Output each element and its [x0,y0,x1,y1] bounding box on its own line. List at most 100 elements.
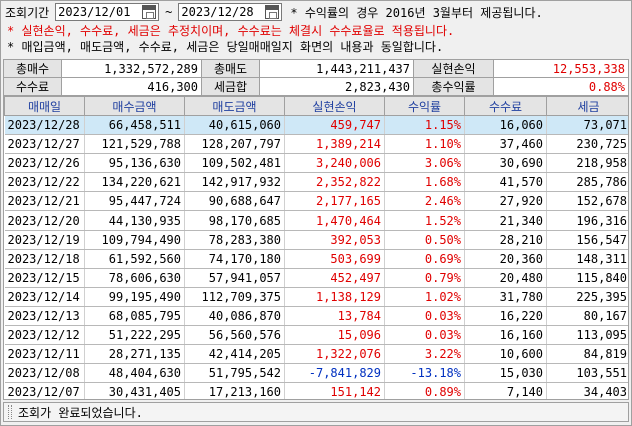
cell-rate: -13.18% [384,363,465,384]
cell-buy: 78,606,630 [84,268,185,288]
cell-tax: 103,551 [546,363,628,384]
cell-date: 2023/12/15 [4,268,85,288]
header-tax[interactable]: 세금 [546,96,628,116]
sell-total-value: 1,443,211,437 [259,59,414,78]
table-row[interactable]: 2023/12/21 95,447,724 90,688,647 2,177,165 2… [4,191,628,212]
cell-fee: 28,210 [464,230,547,250]
header-rate[interactable]: 수익률 [384,96,465,116]
cell-buy: 66,458,511 [84,115,185,136]
yield-note: * 수익률의 경우 2016년 3월부터 제공됩니다. [290,5,543,20]
table-row[interactable]: 2023/12/11 28,271,135 42,414,205 1,322,076 3… [4,344,628,365]
table-row[interactable]: 2023/12/07 30,431,405 17,213,160 151,142 0.8… [4,382,628,399]
cell-pnl: 1,138,129 [284,287,385,307]
cell-date: 2023/12/13 [4,306,85,327]
table-row[interactable]: 2023/12/26 95,136,630 109,502,481 3,240,006… [4,153,628,174]
table-row[interactable]: 2023/12/14 99,195,490 112,709,375 1,138,129… [4,287,628,307]
table-row[interactable]: 2023/12/27 121,529,788 128,207,797 1,389,21… [4,134,628,155]
table-row[interactable]: 2023/12/08 48,404,630 51,795,542 -7,841,829… [4,363,628,384]
cell-fee: 7,140 [464,382,547,399]
cell-date: 2023/12/08 [4,363,85,384]
cell-tax: 113,095 [546,325,628,346]
table-row[interactable]: 2023/12/28 66,458,511 40,615,060 459,747 1.1… [4,115,628,136]
period-label: 조회기간 [5,5,50,20]
cell-rate: 3.06% [384,153,465,174]
cell-buy: 48,404,630 [84,363,185,384]
grip-icon [8,405,12,419]
cell-sell: 40,086,870 [184,306,285,327]
cell-sell: 51,795,542 [184,363,285,384]
cell-pnl: -7,841,829 [284,363,385,384]
cell-fee: 21,340 [464,210,547,231]
sell-total-label: 총매도 [201,59,260,78]
cell-pnl: 392,053 [284,230,385,250]
cell-date: 2023/12/27 [4,134,85,155]
table-row[interactable]: 2023/12/15 78,606,630 57,941,057 452,497 0.7… [4,268,628,288]
calendar-icon[interactable] [265,5,280,19]
realized-value: 12,553,338 [493,59,629,78]
same-as-daily-note: * 매입금액, 매도금액, 수수료, 세금은 당일매매일지 화면의 내용과 동일… [7,40,444,54]
cell-tax: 285,786 [546,172,628,193]
cell-fee: 16,160 [464,325,547,346]
cell-fee: 16,220 [464,306,547,327]
cell-date: 2023/12/28 [4,115,85,136]
cell-buy: 68,085,795 [84,306,185,327]
cell-fee: 15,030 [464,363,547,384]
cell-date: 2023/12/21 [4,191,85,212]
cell-buy: 121,529,788 [84,134,185,155]
cell-pnl: 1,322,076 [284,344,385,365]
header-pnl[interactable]: 실현손익 [284,96,385,116]
cell-buy: 109,794,490 [84,230,185,250]
header-buy[interactable]: 매수금액 [84,96,185,116]
cell-date: 2023/12/12 [4,325,85,346]
cell-pnl: 1,389,214 [284,134,385,155]
table-row[interactable]: 2023/12/12 51,222,295 56,560,576 15,096 0.03… [4,325,628,346]
header-sell[interactable]: 매도금액 [184,96,285,116]
summary-table: 총매수 1,332,572,289 총매도 1,443,211,437 실현손익… [3,59,629,96]
cell-tax: 34,403 [546,382,628,399]
table-row[interactable]: 2023/12/19 109,794,490 78,283,380 392,053 0.… [4,230,628,250]
status-bar: 조회가 완료되었습니다. [3,402,629,422]
filter-bar: 조회기간 2023/12/01 ~ 2023/12/28 * 수익률의 경우 2… [5,3,543,21]
header-date[interactable]: 매매일 [4,96,85,116]
cell-sell: 142,917,932 [184,172,285,193]
cell-sell: 128,207,797 [184,134,285,155]
calendar-icon[interactable] [142,5,157,19]
cell-buy: 99,195,490 [84,287,185,307]
cell-fee: 16,060 [464,115,547,136]
end-date-input[interactable]: 2023/12/28 [178,3,283,21]
cell-tax: 156,547 [546,230,628,250]
cell-sell: 17,213,160 [184,382,285,399]
cell-tax: 152,678 [546,191,628,212]
cell-rate: 0.50% [384,230,465,250]
table-row[interactable]: 2023/12/13 68,085,795 40,086,870 13,784 0.03… [4,306,628,327]
cell-date: 2023/12/14 [4,287,85,307]
cell-pnl: 13,784 [284,306,385,327]
cell-tax: 115,840 [546,268,628,288]
cell-sell: 112,709,375 [184,287,285,307]
cell-pnl: 151,142 [284,382,385,399]
cell-tax: 80,167 [546,306,628,327]
cell-pnl: 2,352,822 [284,172,385,193]
cell-fee: 20,480 [464,268,547,288]
table-row[interactable]: 2023/12/18 61,592,560 74,170,180 503,699 0.6… [4,249,628,269]
cell-rate: 1.15% [384,115,465,136]
cell-date: 2023/12/22 [4,172,85,193]
cell-buy: 61,592,560 [84,249,185,269]
daily-grid[interactable]: 매매일 매수금액 매도금액 실현손익 수익률 수수료 세금 2023/12/28… [3,95,629,400]
header-fee[interactable]: 수수료 [464,96,547,116]
yield-value: 0.88% [493,77,629,96]
cell-sell: 40,615,060 [184,115,285,136]
cell-tax: 84,819 [546,344,628,365]
cell-buy: 30,431,405 [84,382,185,399]
cell-pnl: 452,497 [284,268,385,288]
cell-rate: 1.52% [384,210,465,231]
cell-fee: 30,690 [464,153,547,174]
cell-rate: 0.03% [384,325,465,346]
cell-tax: 73,071 [546,115,628,136]
table-row[interactable]: 2023/12/20 44,130,935 98,170,685 1,470,464 1… [4,210,628,231]
cell-fee: 37,460 [464,134,547,155]
cell-rate: 3.22% [384,344,465,365]
cell-tax: 148,311 [546,249,628,269]
table-row[interactable]: 2023/12/22 134,220,621 142,917,932 2,352,82… [4,172,628,193]
start-date-input[interactable]: 2023/12/01 [55,3,160,21]
